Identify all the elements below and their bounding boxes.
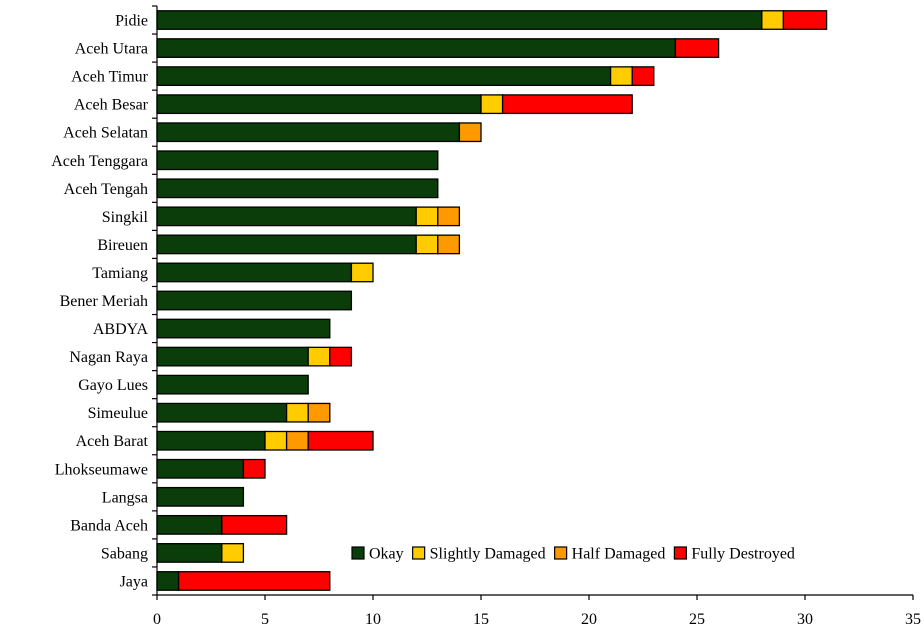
bar-simeulue-slightly-damaged (285, 402, 309, 423)
category-label: Jaya (120, 573, 148, 590)
category-label: Nagan Raya (69, 349, 148, 366)
x-tick-label: 25 (689, 611, 705, 628)
legend-swatch-half-damaged (554, 546, 568, 560)
category-label: Aceh Tengah (64, 181, 148, 198)
bar-aceh-timur-slightly-damaged (609, 66, 633, 87)
bar-bireuen-okay (156, 234, 417, 255)
bar-lhokseumawe-okay (156, 458, 245, 479)
category-label: Tamiang (92, 265, 148, 282)
category-label: Aceh Tenggara (51, 153, 148, 170)
bar-aceh-timur-okay (156, 66, 612, 87)
category-label: Aceh Utara (75, 41, 148, 58)
bar-simeulue-half-damaged (307, 402, 331, 423)
category-label: Sabang (101, 545, 148, 562)
x-tick-label: 30 (797, 611, 813, 628)
legend-label-fully-destroyed: Fully Destroyed (691, 546, 795, 563)
bar-tamiang-slightly-damaged (350, 262, 374, 283)
bar-nagan-raya-fully-destroyed (329, 346, 353, 367)
bar-sabang-okay (156, 543, 223, 563)
bar-aceh-barat-slightly-damaged (264, 430, 288, 451)
bar-gayo-lues-okay (156, 374, 309, 395)
axis-layer: Pidie Aceh Utara Aceh Timur Aceh Besar Aceh … (51, 5, 921, 628)
bar-pidie-slightly-damaged (761, 10, 785, 30)
bar-aceh-barat-okay (156, 430, 266, 451)
bar-pidie-okay (156, 10, 763, 30)
x-tick-label: 15 (473, 611, 489, 628)
bar-aceh-timur-fully-destroyed (631, 66, 655, 87)
bar-banda-aceh-okay (156, 514, 223, 535)
legend-swatch-slightly-damaged (412, 546, 426, 560)
bar-nagan-raya-slightly-damaged (307, 346, 331, 367)
bar-banda-aceh-fully-destroyed (221, 514, 288, 535)
bar-aceh-besar-fully-destroyed (501, 94, 633, 115)
category-label: Bireuen (97, 237, 148, 254)
category-label: Aceh Timur (71, 69, 149, 86)
legend: Okay Slightly Damaged Half Damaged Fully De… (351, 546, 795, 563)
category-label: Aceh Selatan (63, 125, 148, 142)
bar-langsa-okay (156, 486, 245, 507)
bar-aceh-selatan-half-damaged (458, 122, 482, 143)
category-label: ABDYA (93, 321, 149, 338)
bar-simeulue-okay (156, 402, 288, 423)
bar-jaya-okay (156, 571, 180, 591)
x-tick-label: 0 (153, 611, 161, 628)
category-label: Banda Aceh (70, 517, 148, 534)
legend-label-okay: Okay (369, 546, 404, 563)
category-label: Aceh Barat (76, 433, 149, 450)
category-label: Langsa (102, 489, 148, 506)
category-label: Aceh Besar (74, 97, 149, 114)
bar-bireuen-half-damaged (437, 234, 461, 255)
bar-aceh-utara-okay (156, 38, 677, 58)
bar-singkil-half-damaged (437, 206, 461, 227)
bars-layer (156, 10, 828, 591)
category-label: Lhokseumawe (55, 461, 148, 478)
category-label: Pidie (115, 13, 148, 30)
bar-nagan-raya-okay (156, 346, 309, 367)
x-tick-label: 5 (261, 611, 269, 628)
x-tick-label: 10 (365, 611, 381, 628)
bar-bener-meriah-okay (156, 290, 353, 311)
category-label: Gayo Lues (78, 377, 148, 394)
bar-pidie-fully-destroyed (782, 10, 828, 30)
bar-aceh-besar-slightly-damaged (480, 94, 504, 115)
bar-bireuen-slightly-damaged (415, 234, 439, 255)
x-tick-label: 35 (905, 611, 921, 628)
bar-aceh-selatan-okay (156, 122, 461, 143)
bar-aceh-tengah-okay (156, 178, 439, 199)
x-tick-label: 20 (581, 611, 597, 628)
bar-sabang-slightly-damaged (221, 543, 245, 563)
bar-abdya-okay (156, 318, 331, 339)
bar-jaya-fully-destroyed (177, 571, 331, 591)
bar-aceh-barat-half-damaged (285, 430, 309, 451)
category-label: Bener Meriah (60, 293, 148, 310)
legend-label-slightly-damaged: Slightly Damaged (430, 546, 546, 563)
bar-tamiang-okay (156, 262, 353, 283)
category-label: Singkil (102, 209, 149, 226)
bar-aceh-utara-fully-destroyed (674, 38, 720, 58)
bar-singkil-okay (156, 206, 417, 227)
legend-label-half-damaged: Half Damaged (572, 546, 666, 563)
bar-lhokseumawe-fully-destroyed (242, 458, 266, 479)
bar-aceh-tenggara-okay (156, 150, 439, 171)
legend-swatch-okay (351, 546, 365, 560)
bar-aceh-besar-okay (156, 94, 482, 115)
category-label: Simeulue (88, 405, 148, 422)
legend-swatch-fully-destroyed (673, 546, 687, 560)
bar-singkil-slightly-damaged (415, 206, 439, 227)
bar-aceh-barat-fully-destroyed (307, 430, 374, 451)
